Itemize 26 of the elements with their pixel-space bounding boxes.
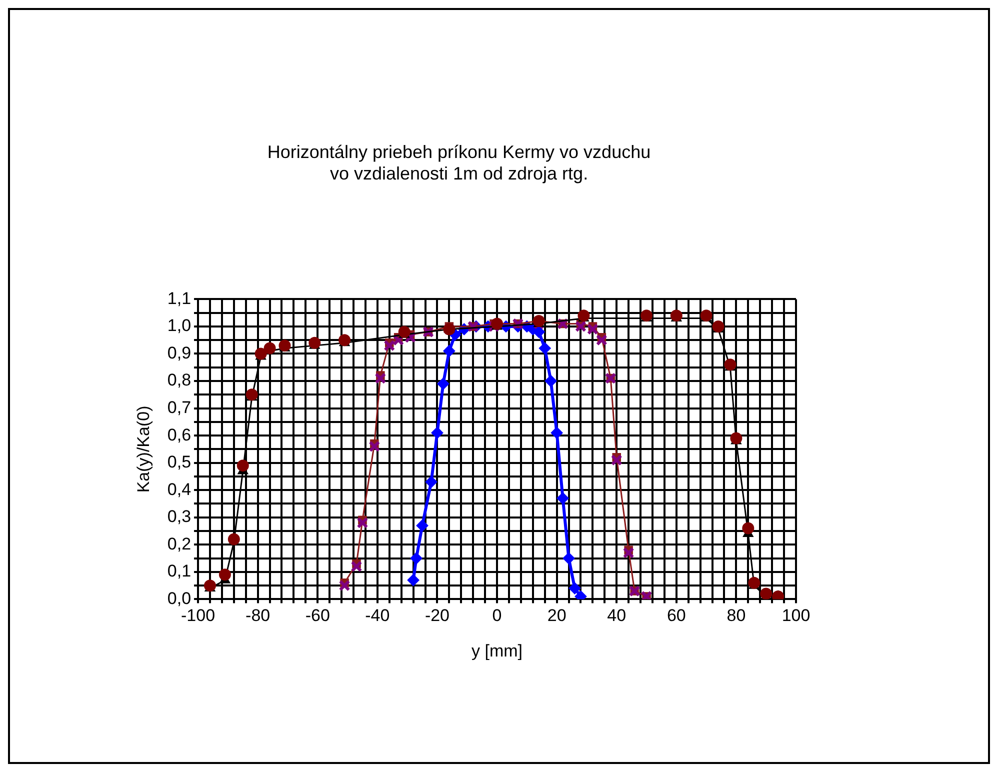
y-tick-label: 0,7 <box>167 398 192 417</box>
y-axis-title: Ka(y)/Ka(0) <box>134 406 153 493</box>
y-tick-label: 0,0 <box>167 588 192 608</box>
x-tick-label: 60 <box>666 606 686 626</box>
y-tick-label: 0,8 <box>167 370 192 390</box>
y-tick-label: 0,1 <box>167 562 192 581</box>
x-tick-label: 80 <box>726 606 746 626</box>
y-tick-label: 0,2 <box>167 534 192 554</box>
x-tick-label: 40 <box>607 606 626 626</box>
y-tick-label: 0,3 <box>167 507 192 526</box>
x-tick-label: -100 <box>181 606 216 626</box>
x-tick-label: -40 <box>365 606 390 626</box>
y-tick-label: 0,4 <box>167 480 192 499</box>
y-tick-label: 0,9 <box>167 343 192 362</box>
y-tick-label: 0,5 <box>167 452 192 472</box>
y-tick-label: 1,0 <box>167 316 192 336</box>
y-tick-label: 1,1 <box>167 288 192 308</box>
x-tick-label: 100 <box>782 606 810 626</box>
x-tick-label: 0 <box>492 606 502 626</box>
x-tick-label: -60 <box>305 606 330 626</box>
y-tick-label: 0,6 <box>167 425 192 444</box>
x-tick-label: -80 <box>246 606 270 626</box>
chart-title: Horizontálny priebeh príkonu Kermy vo vzduchu vo vzdialenosti 1m od zdroja rtg. <box>267 142 651 184</box>
x-tick-label: 20 <box>547 606 566 626</box>
x-axis-title: y [mm] <box>472 641 523 660</box>
x-tick-label: -20 <box>424 606 450 626</box>
